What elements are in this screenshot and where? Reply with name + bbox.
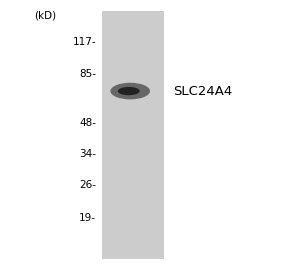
Ellipse shape: [110, 83, 150, 99]
Ellipse shape: [118, 87, 140, 95]
Text: 34-: 34-: [79, 149, 96, 159]
Text: 48-: 48-: [79, 118, 96, 128]
Text: 19-: 19-: [79, 213, 96, 223]
Text: SLC24A4: SLC24A4: [173, 84, 232, 98]
Text: 117-: 117-: [73, 37, 96, 47]
Text: 85-: 85-: [79, 69, 96, 79]
Bar: [102, 11, 164, 259]
Text: 26-: 26-: [79, 180, 96, 190]
Text: (kD): (kD): [34, 11, 56, 21]
